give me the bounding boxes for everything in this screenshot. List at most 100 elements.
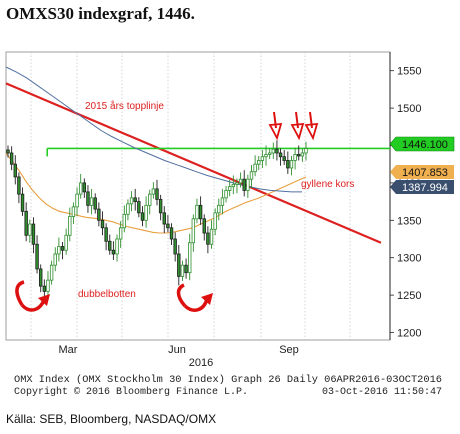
candle-body <box>71 206 76 217</box>
candle-body <box>304 148 308 154</box>
y-tick-label: 1550 <box>397 66 421 78</box>
footer-copyright: Copyright © 2016 Bloomberg Finance L.P. <box>14 386 248 398</box>
candle-body <box>180 264 185 277</box>
candle-body <box>217 204 221 214</box>
candle-body <box>115 238 119 255</box>
candle-body <box>224 189 228 199</box>
candle-body <box>242 178 246 191</box>
candle-body <box>49 264 54 281</box>
candle-body <box>60 246 65 251</box>
curved-arrow-icon <box>176 283 187 308</box>
ma-line-blue <box>5 66 302 193</box>
down-arrow-icon <box>290 122 305 141</box>
candle-body <box>231 184 236 188</box>
chart-title: OMXS30 indexgraf, 1446. <box>6 4 195 23</box>
source-note: Källa: SEB, Bloomberg, NASDAQ/OMX <box>6 412 217 426</box>
x-tick-label: Sep <box>279 344 299 356</box>
curved-arrow-icon <box>183 298 209 312</box>
candle-body <box>275 148 279 154</box>
candle-body <box>264 154 268 158</box>
candle-body <box>253 163 257 173</box>
candle-body <box>169 227 174 240</box>
y-tick-label: 1300 <box>397 253 421 265</box>
candle-body <box>42 285 47 292</box>
footer-timestamp: 03-Oct-2016 11:50:47 <box>322 387 442 398</box>
value-tag-label: 1387.994 <box>402 182 448 194</box>
candle-body <box>78 182 83 195</box>
ma-line-orange <box>5 152 307 234</box>
y-tick-label: 1200 <box>397 328 421 340</box>
candle-body <box>9 152 14 165</box>
curved-arrow-icon <box>20 299 46 312</box>
candle-body <box>209 228 214 245</box>
double-bottom-label: dubbelbotten <box>78 289 136 300</box>
candle-body <box>133 197 137 203</box>
candle-body <box>235 182 239 185</box>
candle-body <box>53 253 57 266</box>
candle-body <box>151 188 156 195</box>
candle-body <box>75 193 79 208</box>
candle-body <box>93 197 97 210</box>
x-tick-label: Mar <box>59 344 78 356</box>
candle-body <box>28 223 32 236</box>
value-tag-label: 1407.853 <box>402 167 448 179</box>
candle-body <box>31 223 36 245</box>
golden-cross-label: gyllene kors <box>301 179 354 190</box>
candle-body <box>68 216 72 236</box>
candle-body <box>166 223 170 229</box>
curved-arrow-icon <box>15 280 25 306</box>
candle-body <box>148 193 152 206</box>
candle-body <box>278 152 283 158</box>
candle-body <box>206 232 210 245</box>
candle-body <box>82 182 87 193</box>
candle-body <box>213 212 217 230</box>
candle-body <box>300 152 305 157</box>
candle-body <box>86 191 90 206</box>
candle-body <box>108 240 112 251</box>
candle-body <box>111 249 116 255</box>
candle-body <box>202 218 206 234</box>
topline-line <box>5 82 382 244</box>
candle-body <box>6 149 10 154</box>
candle-body <box>227 186 232 191</box>
candle-body <box>282 156 286 161</box>
candle-body <box>249 171 254 180</box>
candle-body <box>122 213 126 229</box>
candle-body <box>17 176 21 195</box>
candle-body <box>46 279 50 292</box>
y-tick-label: 1500 <box>397 103 421 115</box>
value-tag <box>389 136 455 152</box>
value-tag <box>390 165 454 179</box>
candle-body <box>220 197 225 206</box>
down-arrow-icon <box>304 122 319 141</box>
candle-body <box>144 204 148 221</box>
arrowhead-icon <box>201 293 213 305</box>
footer-line-1: OMX Index (OMX Stockholm 30 Index) Graph… <box>14 374 442 386</box>
candle-body <box>191 218 196 244</box>
y-tick-label: 1250 <box>397 290 421 302</box>
candle-body <box>293 154 297 161</box>
candle-body <box>57 246 61 255</box>
candle-body <box>198 204 203 220</box>
candle-body <box>97 208 101 221</box>
candle-body <box>126 203 130 215</box>
topline-label: 2015 års topplinje <box>85 100 164 112</box>
candle-body <box>39 268 43 287</box>
plot-frame <box>5 51 391 341</box>
candle-body <box>100 219 105 229</box>
candle-body <box>246 178 250 191</box>
candle-body <box>13 163 17 178</box>
candle-body <box>162 212 166 225</box>
candle-body <box>20 193 25 212</box>
x-year-label: 2016 <box>189 357 213 369</box>
candle-body <box>155 188 159 200</box>
candle-body <box>104 227 108 242</box>
candle-body <box>260 156 265 161</box>
candle-body <box>286 160 290 169</box>
y-tick-label: 1350 <box>397 215 421 227</box>
candle-body <box>238 178 243 184</box>
candle-body <box>118 227 123 240</box>
candle-body <box>271 148 275 154</box>
candle-body <box>64 234 68 251</box>
candle-body <box>177 253 181 277</box>
